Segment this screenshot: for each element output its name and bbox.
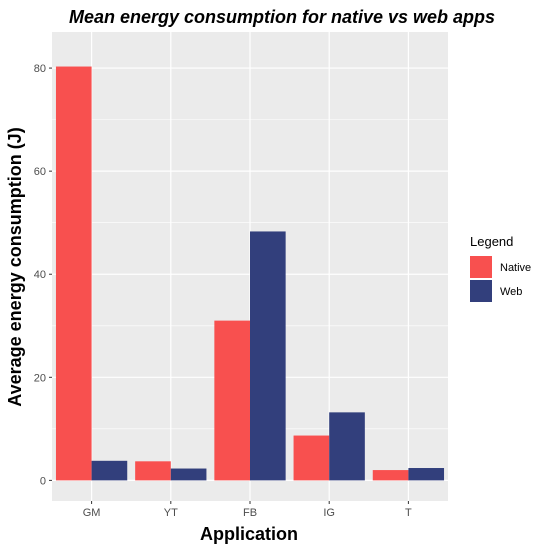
bar-native [55,66,92,481]
x-axis-title: Application [200,524,298,544]
y-tick-label: 40 [34,269,46,281]
legend-title: Legend [470,234,513,249]
legend-swatch-web [470,280,492,302]
y-tick-label: 0 [40,475,46,487]
legend-label-web: Web [500,286,522,298]
x-tick-label: GM [83,507,101,519]
bar-web [91,460,128,481]
chart-title: Mean energy consumption for native vs we… [69,7,495,27]
bar-web [170,468,207,481]
y-axis: 0 20 40 60 80 [34,63,52,487]
legend-label-native: Native [500,262,531,274]
x-tick-label: T [405,507,412,519]
bar-native [372,470,409,481]
bar-native [214,320,250,481]
x-tick-label: FB [243,507,257,519]
x-tick-label: YT [164,507,178,519]
bar-native [293,435,330,481]
bar-web [250,231,286,481]
bars [55,66,445,481]
x-tick-label: IG [323,507,335,519]
y-tick-label: 60 [34,166,46,178]
bar-web [408,468,445,481]
x-axis: GM YT FB IG T [83,501,412,519]
bar-web [329,412,365,481]
y-tick-label: 20 [34,372,46,384]
legend: Legend Native Web [470,234,531,302]
bar-native [135,461,171,481]
legend-swatch-native [470,256,492,278]
y-axis-title: Average energy consumption (J) [5,127,25,406]
y-tick-label: 80 [34,63,46,75]
